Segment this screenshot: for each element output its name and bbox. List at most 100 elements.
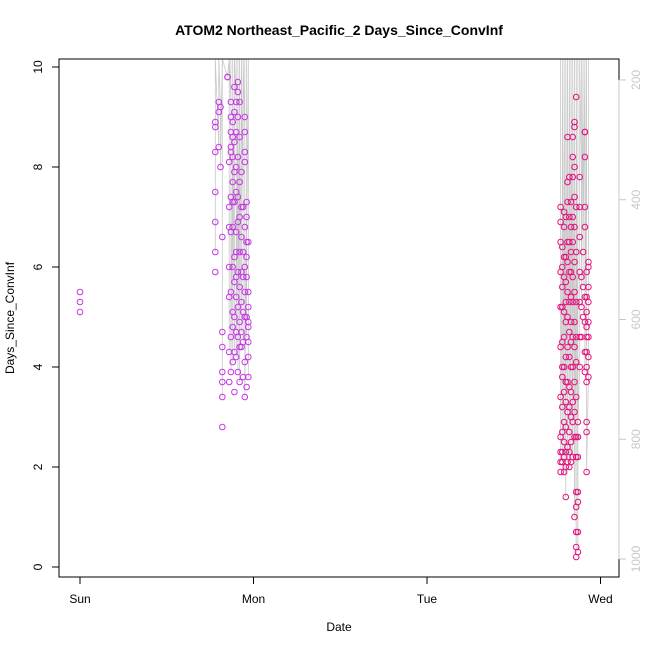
data-point <box>212 123 219 131</box>
data-point <box>236 343 243 351</box>
data-point <box>562 423 570 431</box>
data-point <box>567 198 575 206</box>
data-point <box>571 408 578 416</box>
data-point <box>566 353 573 361</box>
y-tick-label: 0 <box>31 563 45 570</box>
data-point <box>566 403 573 411</box>
data-point <box>562 353 570 361</box>
data-point <box>559 373 566 381</box>
data-point <box>572 93 580 101</box>
data-point <box>564 288 571 296</box>
data-point <box>571 123 578 131</box>
data-point <box>579 248 587 256</box>
data-point <box>557 218 564 226</box>
data-point <box>245 373 252 381</box>
data-point <box>225 203 233 211</box>
data-point <box>559 283 566 291</box>
data-point <box>241 393 249 401</box>
data-point <box>571 258 578 266</box>
data-point <box>219 378 226 386</box>
data-point <box>225 158 233 166</box>
data-point <box>232 163 240 171</box>
data-point <box>585 263 592 271</box>
data-point <box>585 333 592 341</box>
data-point <box>576 173 584 181</box>
data-point <box>585 373 592 381</box>
data-point <box>241 158 249 166</box>
data-point <box>232 248 240 256</box>
data-point <box>566 328 573 336</box>
data-point <box>562 493 570 501</box>
data-point <box>232 293 240 301</box>
data-point <box>569 333 577 341</box>
data-point <box>241 128 249 136</box>
data-point <box>560 363 568 371</box>
data-point <box>562 398 570 406</box>
data-point <box>571 343 578 351</box>
data-point <box>238 168 245 176</box>
data-point <box>585 283 592 291</box>
data-point <box>229 223 236 231</box>
data-point <box>219 233 226 241</box>
data-point <box>572 298 580 306</box>
data-point <box>569 273 577 281</box>
x-axis-label: Date <box>326 620 352 634</box>
data-point <box>569 133 577 141</box>
data-points <box>76 73 592 561</box>
data-point <box>76 288 84 296</box>
data-point <box>241 313 249 321</box>
data-point <box>560 223 568 231</box>
data-point <box>225 378 233 386</box>
data-point <box>238 328 245 336</box>
data-point <box>560 308 568 316</box>
data-point <box>236 378 243 386</box>
data-point <box>583 333 590 341</box>
y-tick-label: 10 <box>31 60 45 74</box>
data-point <box>229 178 236 186</box>
gray-connector-lines <box>214 58 589 558</box>
data-point <box>219 393 226 401</box>
data-point <box>578 273 585 281</box>
data-point <box>232 98 240 106</box>
data-point <box>572 248 580 256</box>
data-point <box>560 333 568 341</box>
data-point <box>559 243 566 251</box>
data-point <box>571 223 578 231</box>
data-point <box>76 298 84 306</box>
y-tick-label: 2 <box>31 463 45 470</box>
data-point <box>239 273 247 281</box>
data-point <box>243 273 250 281</box>
data-point <box>234 303 242 311</box>
x-tick-label: Wed <box>588 592 612 606</box>
data-point <box>576 363 584 371</box>
data-point <box>559 403 566 411</box>
data-point <box>564 343 571 351</box>
data-point <box>232 353 240 361</box>
data-point <box>234 88 242 96</box>
data-point <box>217 163 224 171</box>
data-point <box>557 393 564 401</box>
data-point <box>236 178 243 186</box>
data-point <box>212 188 219 196</box>
data-point <box>245 303 252 311</box>
data-point <box>559 263 566 271</box>
y-tick-label: 8 <box>31 163 45 170</box>
y-tick-label: 6 <box>31 263 45 270</box>
y2-tick-label: 1000 <box>629 545 643 572</box>
y2-tick-label: 400 <box>629 189 643 209</box>
data-point <box>569 153 577 161</box>
data-point <box>231 313 238 321</box>
data-point <box>560 438 568 446</box>
data-point <box>234 333 242 341</box>
data-point <box>245 353 252 361</box>
data-point <box>585 353 592 361</box>
data-point <box>245 288 252 296</box>
data-point <box>243 253 250 261</box>
data-point <box>236 133 243 141</box>
chart-title: ATOM2 Northeast_Pacific_2 Days_Since_Con… <box>175 22 503 38</box>
data-point <box>569 363 577 371</box>
data-point <box>574 418 582 426</box>
data-point <box>557 203 564 211</box>
data-point <box>585 298 592 306</box>
